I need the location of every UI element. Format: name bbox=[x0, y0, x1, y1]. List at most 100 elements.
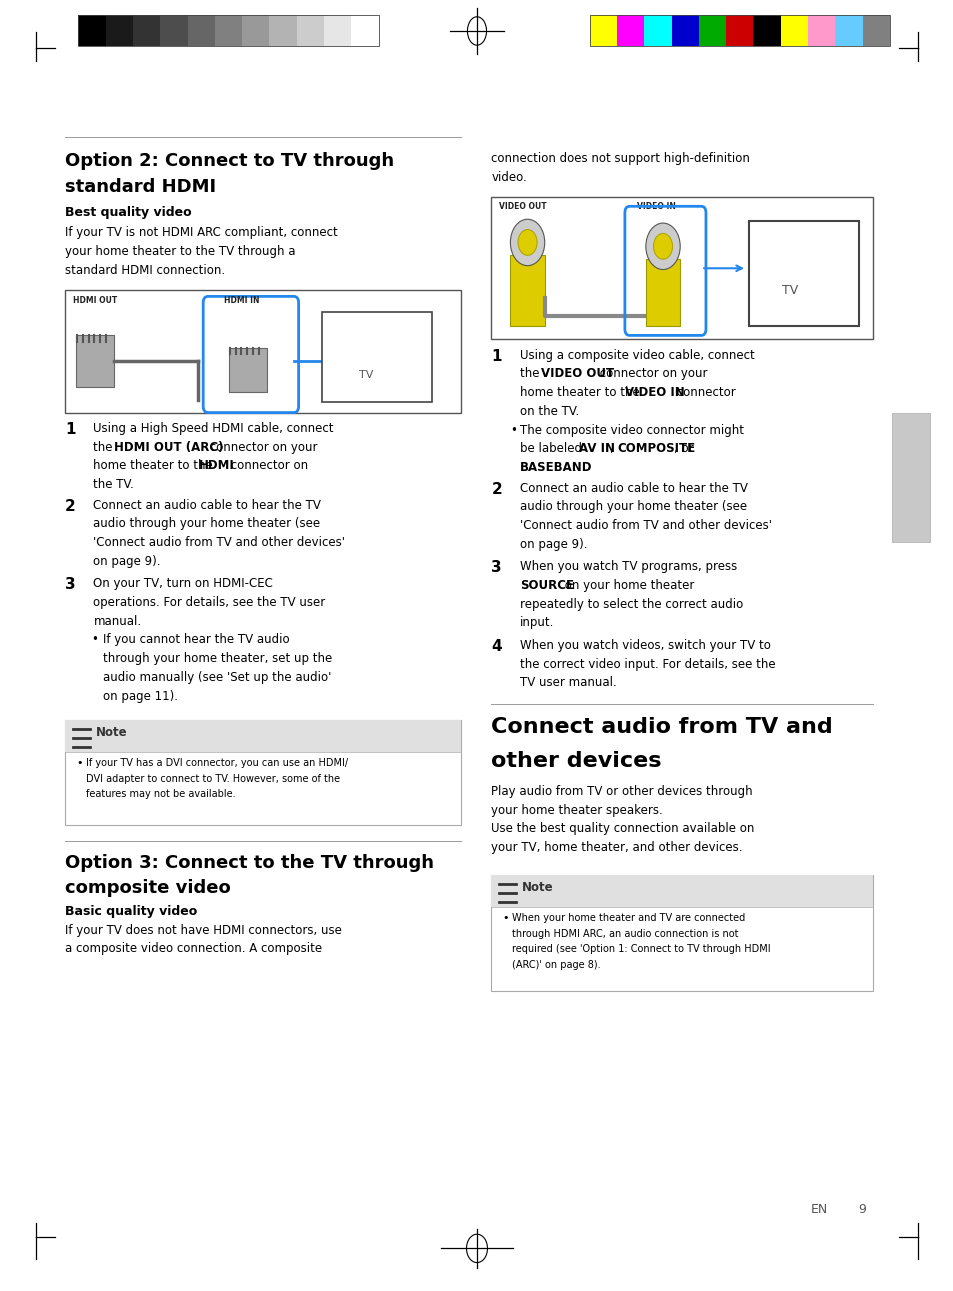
Bar bbox=[242, 15, 269, 46]
Text: VIDEO IN: VIDEO IN bbox=[637, 203, 676, 212]
Text: audio through your home theater (see: audio through your home theater (see bbox=[519, 500, 746, 514]
Text: the TV.: the TV. bbox=[93, 478, 134, 491]
Text: 1: 1 bbox=[65, 422, 75, 436]
Text: manual.: manual. bbox=[93, 615, 141, 627]
Text: connector on your: connector on your bbox=[596, 368, 707, 381]
Text: •: • bbox=[510, 423, 517, 436]
Bar bbox=[753, 15, 780, 46]
Text: (ARC)' on page 8).: (ARC)' on page 8). bbox=[512, 959, 600, 970]
Bar bbox=[132, 15, 160, 46]
Text: Note: Note bbox=[95, 726, 127, 738]
Text: EN: EN bbox=[810, 1203, 827, 1216]
Text: standard HDMI: standard HDMI bbox=[65, 178, 215, 196]
Text: 1: 1 bbox=[491, 349, 501, 364]
Text: COMPOSITE: COMPOSITE bbox=[617, 443, 695, 456]
Circle shape bbox=[510, 219, 544, 266]
Bar bbox=[699, 15, 725, 46]
Text: through your home theater, set up the: through your home theater, set up the bbox=[103, 652, 332, 665]
Text: 3: 3 bbox=[491, 560, 501, 576]
Text: other devices: other devices bbox=[491, 751, 661, 771]
Text: on page 11).: on page 11). bbox=[103, 689, 178, 702]
Bar bbox=[65, 719, 460, 751]
Bar bbox=[160, 15, 188, 46]
Text: When you watch TV programs, press: When you watch TV programs, press bbox=[519, 560, 737, 573]
Text: repeatedly to select the correct audio: repeatedly to select the correct audio bbox=[519, 598, 742, 611]
Text: home theater to the: home theater to the bbox=[519, 386, 642, 399]
Circle shape bbox=[653, 234, 672, 259]
Text: TV: TV bbox=[781, 284, 798, 297]
Text: the: the bbox=[519, 368, 542, 381]
Bar bbox=[617, 15, 643, 46]
Text: If your TV is not HDMI ARC compliant, connect: If your TV is not HDMI ARC compliant, co… bbox=[65, 226, 337, 239]
Bar bbox=[76, 336, 114, 387]
Bar bbox=[229, 349, 267, 392]
Text: 9: 9 bbox=[858, 1203, 865, 1216]
Text: If your TV has a DVI connector, you can use an HDMI/: If your TV has a DVI connector, you can … bbox=[86, 758, 348, 768]
Text: Note: Note bbox=[521, 880, 553, 895]
Text: VIDEO OUT: VIDEO OUT bbox=[498, 203, 546, 212]
Bar bbox=[589, 15, 889, 46]
Text: the correct video input. For details, see the: the correct video input. For details, se… bbox=[519, 657, 775, 670]
Text: operations. For details, see the TV user: operations. For details, see the TV user bbox=[93, 596, 325, 609]
Text: input.: input. bbox=[519, 616, 554, 629]
Text: TV: TV bbox=[358, 371, 373, 380]
Bar bbox=[322, 312, 432, 403]
Text: audio manually (see 'Set up the audio': audio manually (see 'Set up the audio' bbox=[103, 671, 331, 684]
Bar bbox=[78, 15, 378, 46]
Text: VIDEO IN: VIDEO IN bbox=[624, 386, 684, 399]
Bar bbox=[296, 15, 324, 46]
Text: be labeled: be labeled bbox=[519, 443, 585, 456]
Bar bbox=[807, 15, 835, 46]
Bar bbox=[351, 15, 378, 46]
Bar bbox=[324, 15, 351, 46]
Text: •: • bbox=[76, 758, 83, 768]
Bar bbox=[671, 15, 699, 46]
Text: on the TV.: on the TV. bbox=[519, 405, 578, 418]
Bar bbox=[835, 15, 862, 46]
Text: Connect audio from TV and: Connect audio from TV and bbox=[491, 718, 832, 737]
Bar bbox=[748, 221, 858, 327]
Text: •: • bbox=[502, 913, 509, 923]
Text: HDMI OUT: HDMI OUT bbox=[72, 297, 116, 306]
Text: 'Connect audio from TV and other devices': 'Connect audio from TV and other devices… bbox=[93, 536, 345, 549]
Text: audio through your home theater (see: audio through your home theater (see bbox=[93, 518, 320, 531]
Text: required (see 'Option 1: Connect to TV through HDMI: required (see 'Option 1: Connect to TV t… bbox=[512, 944, 770, 954]
Text: BASEBAND: BASEBAND bbox=[519, 461, 592, 474]
Text: Use the best quality connection available on: Use the best quality connection availabl… bbox=[491, 822, 754, 835]
Text: HDMI IN: HDMI IN bbox=[224, 297, 259, 306]
Bar bbox=[491, 874, 872, 990]
Bar bbox=[214, 15, 242, 46]
Text: On your TV, turn on HDMI-CEC: On your TV, turn on HDMI-CEC bbox=[93, 577, 274, 590]
Text: on page 9).: on page 9). bbox=[93, 555, 161, 568]
Text: DVI adapter to connect to TV. However, some of the: DVI adapter to connect to TV. However, s… bbox=[86, 773, 339, 784]
Text: composite video: composite video bbox=[65, 879, 231, 897]
Bar bbox=[491, 874, 872, 906]
Bar bbox=[510, 256, 544, 327]
Text: SOURCE: SOURCE bbox=[519, 578, 574, 591]
Text: •: • bbox=[91, 634, 98, 647]
Text: HDMI: HDMI bbox=[198, 460, 233, 473]
Bar bbox=[65, 290, 460, 413]
Text: 'Connect audio from TV and other devices': 'Connect audio from TV and other devices… bbox=[519, 519, 771, 532]
Text: connector on your: connector on your bbox=[206, 440, 317, 453]
Text: on your home theater: on your home theater bbox=[560, 578, 694, 591]
Text: Connect an audio cable to hear the TV: Connect an audio cable to hear the TV bbox=[519, 482, 747, 494]
Text: features may not be available.: features may not be available. bbox=[86, 789, 235, 799]
Text: TV user manual.: TV user manual. bbox=[519, 676, 616, 689]
Text: If you cannot hear the TV audio: If you cannot hear the TV audio bbox=[103, 634, 290, 647]
Text: Play audio from TV or other devices through: Play audio from TV or other devices thro… bbox=[491, 785, 752, 798]
Circle shape bbox=[517, 230, 537, 256]
Text: When you watch videos, switch your TV to: When you watch videos, switch your TV to bbox=[519, 639, 770, 652]
Bar bbox=[645, 259, 679, 327]
Bar bbox=[780, 15, 807, 46]
Text: English: English bbox=[905, 460, 915, 496]
Text: connector: connector bbox=[672, 386, 735, 399]
Text: Best quality video: Best quality video bbox=[65, 205, 192, 218]
Text: connector on: connector on bbox=[227, 460, 308, 473]
Bar bbox=[188, 15, 214, 46]
Text: ,: , bbox=[609, 443, 617, 456]
Text: the: the bbox=[93, 440, 116, 453]
Bar bbox=[643, 15, 671, 46]
Bar bbox=[725, 15, 753, 46]
Bar bbox=[862, 15, 889, 46]
